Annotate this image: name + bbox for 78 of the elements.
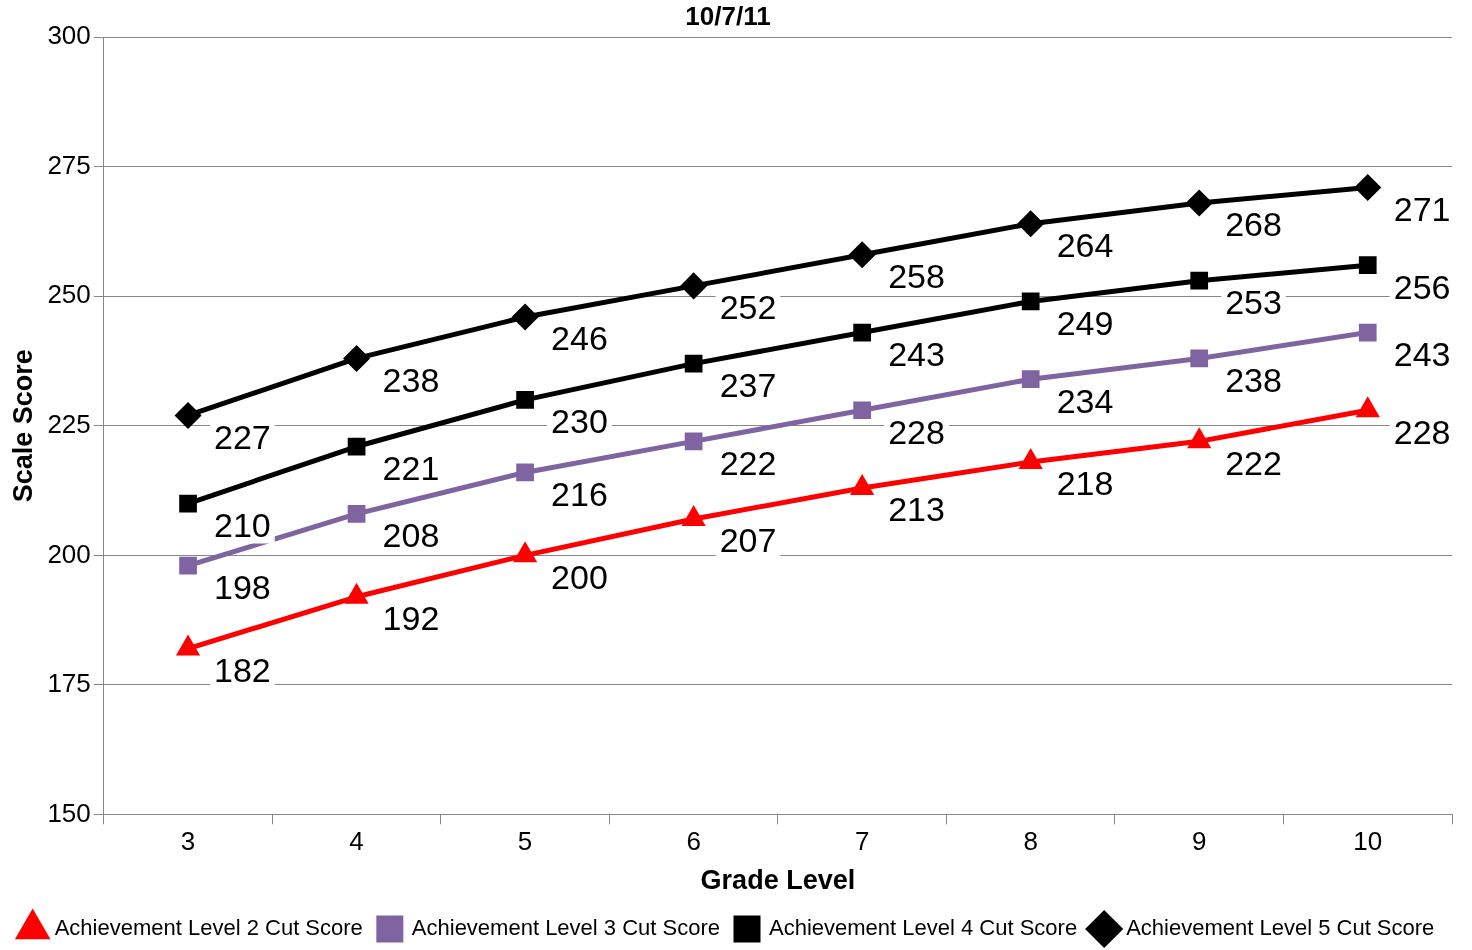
data-label: 253 — [1225, 283, 1282, 322]
x-tick-label: 10 — [1353, 826, 1383, 857]
data-label: 228 — [888, 412, 945, 451]
x-tick-label: 7 — [854, 826, 870, 857]
data-label: 208 — [382, 516, 440, 555]
point — [512, 304, 538, 330]
data-label: 271 — [1393, 189, 1451, 228]
data-label: 228 — [1393, 412, 1451, 451]
legend-label: Achievement Level 2 Cut Score — [54, 915, 363, 941]
data-label: 222 — [1225, 443, 1282, 482]
point — [347, 437, 366, 456]
point — [853, 401, 872, 420]
point — [1018, 211, 1044, 237]
data-label: 213 — [888, 490, 945, 529]
legend-label: Achievement Level 4 Cut Score — [769, 915, 1078, 941]
x-tick-label: 6 — [686, 826, 701, 857]
data-label: 268 — [1225, 205, 1282, 244]
point — [1021, 370, 1040, 389]
data-label: 237 — [719, 366, 777, 404]
data-label: 198 — [214, 568, 271, 607]
data-label: 207 — [719, 521, 777, 560]
data-label: 256 — [1393, 267, 1451, 306]
data-label: 227 — [214, 417, 271, 456]
data-label: 216 — [551, 474, 608, 513]
data-label: 258 — [888, 257, 945, 296]
y-tick-label: 300 — [47, 20, 91, 51]
y-tick-label: 250 — [47, 279, 91, 310]
point — [175, 402, 201, 428]
point — [1190, 271, 1209, 290]
data-label: 246 — [551, 319, 608, 358]
data-label: 192 — [382, 599, 440, 638]
point — [516, 463, 534, 482]
y-tick-label: 175 — [47, 668, 91, 699]
point — [347, 505, 366, 523]
data-label: 182 — [214, 650, 271, 689]
point — [681, 273, 707, 299]
data-label: 221 — [382, 448, 440, 487]
data-label: 238 — [382, 360, 440, 399]
data-label: 210 — [214, 505, 271, 544]
chart-title: 10/7/11 — [685, 0, 771, 31]
legend-label: Achievement Level 3 Cut Score — [411, 915, 721, 941]
data-label: 200 — [551, 557, 608, 596]
data-label: 218 — [1056, 464, 1114, 503]
point — [1190, 349, 1209, 368]
x-tick-label: 9 — [1191, 826, 1207, 857]
point — [1358, 323, 1377, 342]
point — [1186, 190, 1212, 216]
point — [684, 432, 703, 451]
data-label: 243 — [888, 334, 945, 373]
x-tick-label: 4 — [349, 826, 364, 857]
y-tick-label: 150 — [47, 797, 91, 828]
y-tick-label: 200 — [47, 538, 91, 569]
point — [1355, 174, 1381, 200]
x-tick-label: 8 — [1023, 826, 1038, 857]
point — [1021, 292, 1040, 311]
x-tick-label: 5 — [517, 826, 533, 857]
x-tick-label: 3 — [180, 826, 196, 857]
y-tick-label: 275 — [47, 149, 91, 180]
data-label: 249 — [1056, 303, 1114, 342]
y-axis-title: Scale Score — [7, 349, 38, 503]
data-label: 238 — [1225, 360, 1282, 399]
data-label: 264 — [1056, 226, 1114, 265]
data-label: 222 — [719, 443, 777, 482]
point — [849, 242, 875, 268]
point — [344, 345, 370, 371]
point — [179, 494, 197, 513]
data-label: 234 — [1056, 381, 1114, 420]
data-label: 252 — [719, 288, 777, 327]
x-axis-title: Grade Level — [700, 865, 856, 896]
point — [1358, 256, 1377, 275]
point — [516, 391, 534, 409]
y-tick-label: 225 — [47, 408, 91, 439]
point — [684, 354, 703, 373]
legend-label: Achievement Level 5 Cut Score — [1126, 915, 1435, 941]
point — [179, 556, 197, 575]
point — [853, 323, 872, 342]
data-label: 243 — [1393, 334, 1451, 373]
data-label: 230 — [551, 402, 608, 441]
